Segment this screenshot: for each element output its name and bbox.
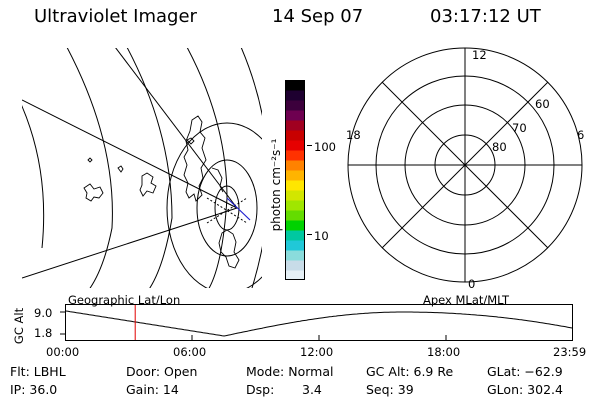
colorbar-cell: [285, 230, 305, 241]
colorbar-cell: [285, 170, 305, 181]
map-grid-line: [196, 159, 258, 257]
altitude-ytick-max: 9.0: [34, 306, 53, 320]
xtick-1800: 18:00: [427, 345, 461, 359]
polar-lat-70: 70: [512, 121, 527, 135]
coastline: [211, 167, 224, 193]
colorbar-cell: [285, 250, 305, 261]
xtick-2359: 23:59: [553, 345, 587, 359]
coastline: [186, 137, 195, 145]
status-dsp-label: Dsp:: [246, 382, 275, 397]
coastline: [183, 115, 207, 202]
xtick-1200: 12:00: [300, 345, 334, 359]
colorbar-cell: [285, 240, 305, 251]
altitude-timeline: [60, 304, 573, 341]
map-grid-line: [22, 99, 238, 209]
status-glon: GLon: 302.4: [487, 382, 563, 397]
map-grid-line: [66, 48, 113, 288]
coastline: [83, 183, 104, 202]
status-dsp-value: 3.4: [302, 382, 322, 397]
color-bar: [285, 80, 305, 280]
polar-label-6: 6: [577, 128, 585, 142]
colorbar-tick-mark: [307, 234, 312, 235]
colorbar-cell: [285, 270, 305, 280]
colorbar-cell: [285, 120, 305, 131]
colorbar-cell: [285, 140, 305, 151]
coastline: [139, 172, 157, 197]
colorbar-cell: [285, 130, 305, 141]
status-mode: Mode: Normal: [246, 364, 334, 379]
map-grid-line: [22, 207, 238, 279]
altitude-right-title: Apex MLat/MLT: [423, 293, 510, 307]
map-grid-line: [115, 48, 238, 209]
colorbar-tick-10: 10: [314, 229, 329, 243]
status-seq: Seq: 39: [366, 382, 414, 397]
timeline-frame: [65, 304, 573, 341]
coastline: [87, 157, 93, 163]
status-flt: Flt: LBHL: [10, 364, 66, 379]
map-grid-line: [166, 122, 262, 288]
map-grid-line: [240, 48, 262, 288]
polar-spoke: [381, 81, 549, 249]
coastline: [218, 229, 240, 269]
polar-plot: [347, 47, 583, 283]
status-gc-alt: GC Alt: 6.9 Re: [366, 364, 454, 379]
status-door: Door: Open: [126, 364, 198, 379]
colorbar-cell: [285, 90, 305, 101]
colorbar-cell: [285, 220, 305, 231]
map-grid-line: [22, 105, 45, 249]
map-grid-line: [126, 48, 173, 288]
polar-label-0: 0: [468, 277, 476, 291]
xtick-0600: 06:00: [173, 345, 207, 359]
polar-lat-60: 60: [535, 97, 550, 111]
look-direction: [226, 197, 251, 221]
colorbar-units-label: photon cm⁻²s⁻¹: [269, 138, 283, 232]
colorbar-cell: [285, 210, 305, 221]
colorbar-cell: [285, 190, 305, 201]
geographic-map: [22, 48, 262, 288]
colorbar-tick-100: 100: [314, 140, 336, 154]
polar-lat-80: 80: [492, 140, 507, 154]
altitude-ytick-min: 1.8: [34, 326, 53, 340]
map-grid-line: [186, 48, 228, 288]
colorbar-tick-mark: [307, 145, 312, 146]
status-glat: GLat: −62.9: [487, 364, 563, 379]
coastline: [117, 165, 124, 173]
status-ip: IP: 36.0: [10, 382, 58, 397]
colorbar-cell: [285, 150, 305, 161]
colorbar-cell: [285, 160, 305, 171]
xtick-0000: 00:00: [46, 345, 80, 359]
date-display: 14 Sep 07: [272, 6, 364, 27]
window-title: Ultraviolet Imager: [34, 6, 197, 27]
altitude-left-title: Geographic Lat/Lon: [68, 293, 181, 307]
altitude-ylabel: GC Alt: [12, 307, 26, 345]
colorbar-cell: [285, 260, 305, 271]
altitude-trace: [65, 310, 573, 337]
colorbar-cell: [285, 180, 305, 191]
colorbar-cell: [285, 110, 305, 121]
colorbar-cell: [285, 200, 305, 211]
colorbar-cell: [285, 80, 305, 91]
colorbar-cell: [285, 100, 305, 111]
status-gain: Gain: 14: [126, 382, 179, 397]
time-display: 03:17:12 UT: [430, 6, 541, 27]
polar-label-12: 12: [472, 48, 487, 62]
polar-label-18: 18: [346, 128, 361, 142]
